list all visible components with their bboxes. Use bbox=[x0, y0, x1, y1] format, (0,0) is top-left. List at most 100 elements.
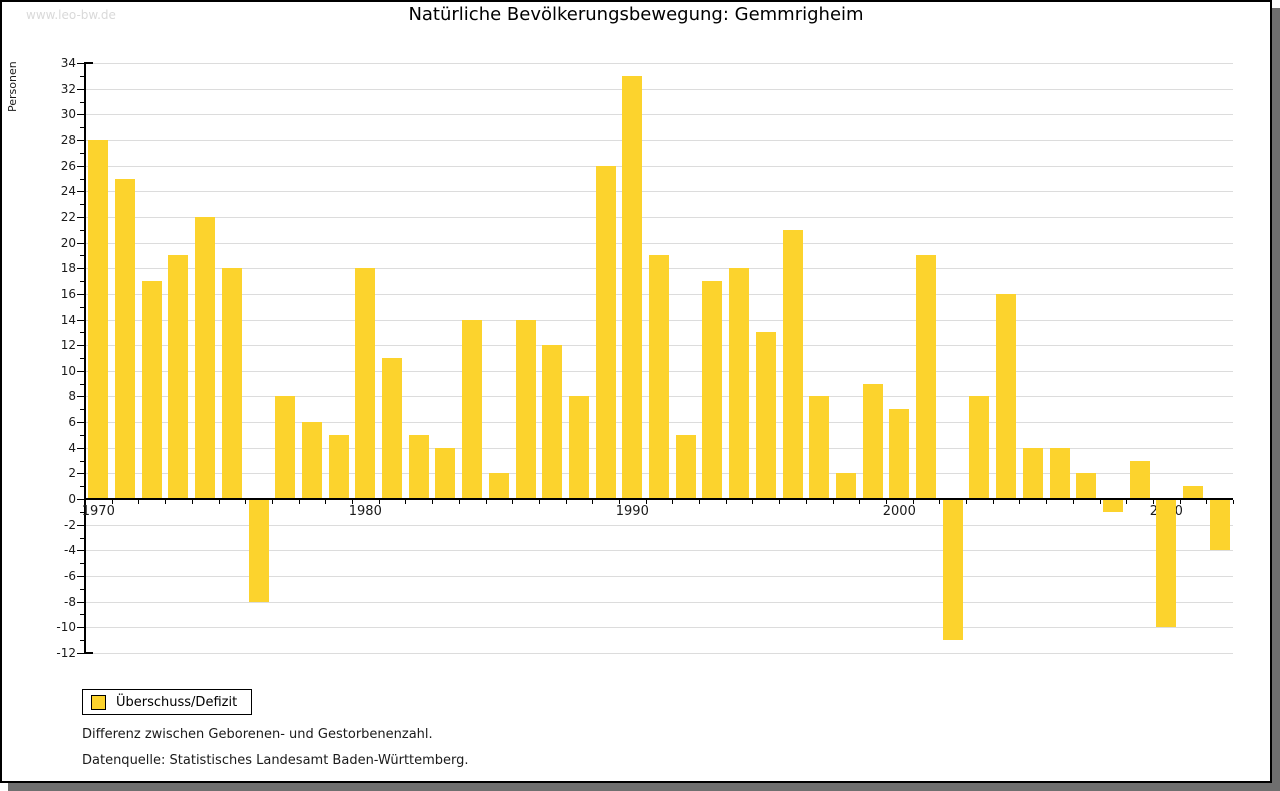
x-tick-27 bbox=[805, 500, 807, 504]
x-tick-26 bbox=[779, 500, 781, 504]
y-tick-32 bbox=[77, 88, 84, 90]
legend: Überschuss/Defizit bbox=[82, 689, 252, 715]
y-tick-17 bbox=[80, 281, 84, 283]
y-tick-21 bbox=[80, 229, 84, 231]
y-tick-19 bbox=[80, 255, 84, 257]
x-tick-21 bbox=[645, 500, 647, 504]
y-tick-3 bbox=[80, 460, 84, 462]
y-tick--2 bbox=[77, 524, 84, 526]
bar-1974 bbox=[195, 217, 216, 498]
y-tick--10 bbox=[77, 627, 84, 629]
y-tick--9 bbox=[80, 614, 84, 616]
x-tick-3 bbox=[165, 500, 167, 504]
y-tick--7 bbox=[80, 588, 84, 590]
bar-1983 bbox=[435, 447, 456, 498]
bar-1996 bbox=[782, 229, 803, 498]
legend-label: Überschuss/Defizit bbox=[116, 694, 238, 710]
legend-swatch-icon bbox=[91, 694, 106, 710]
y-tick-30 bbox=[77, 114, 84, 116]
y-tick-label-22: 22 bbox=[60, 210, 76, 224]
y-tick-16 bbox=[77, 293, 84, 295]
y-tick-label-12: 12 bbox=[60, 338, 76, 353]
y-tick-28 bbox=[77, 140, 84, 141]
x-tick-6 bbox=[245, 500, 247, 504]
y-tick-label-24: 24 bbox=[60, 184, 76, 199]
y-tick-15 bbox=[80, 306, 84, 308]
gridline-20 bbox=[85, 242, 1233, 244]
y-tick-23 bbox=[80, 204, 84, 206]
x-tick-15 bbox=[485, 500, 487, 504]
x-tick-36 bbox=[1046, 500, 1048, 504]
y-tick-7 bbox=[80, 409, 84, 411]
y-tick-24 bbox=[77, 191, 84, 193]
y-tick-label--10: -10 bbox=[56, 620, 76, 635]
gridline--6 bbox=[85, 575, 1233, 577]
y-tick--1 bbox=[80, 511, 84, 513]
y-tick--4 bbox=[77, 550, 84, 552]
y-tick-25 bbox=[80, 178, 84, 180]
y-tick-label-18: 18 bbox=[60, 261, 76, 276]
x-tick-12 bbox=[405, 500, 407, 504]
x-axis-line bbox=[85, 498, 1233, 500]
y-tick-26 bbox=[77, 165, 84, 167]
gridline--10 bbox=[85, 627, 1233, 629]
bar-1998 bbox=[835, 473, 856, 498]
bar-1997 bbox=[809, 396, 830, 498]
bar-1992 bbox=[675, 434, 696, 498]
gridline-28 bbox=[85, 140, 1233, 141]
y-tick-label-34: 34 bbox=[60, 56, 76, 71]
y-tick-label-16: 16 bbox=[60, 286, 76, 301]
x-tick-1 bbox=[111, 500, 113, 504]
bar-1993 bbox=[702, 281, 723, 498]
y-tick-0 bbox=[77, 499, 84, 500]
x-tick-label-1970: 1970 bbox=[81, 504, 115, 519]
y-tick-label-20: 20 bbox=[60, 235, 76, 250]
y-tick-label-26: 26 bbox=[60, 158, 76, 173]
y-tick-label-14: 14 bbox=[60, 312, 76, 327]
y-tick-10 bbox=[77, 370, 84, 372]
x-tick-16 bbox=[512, 500, 514, 504]
y-tick-label--6: -6 bbox=[64, 568, 76, 583]
bar-2003 bbox=[969, 396, 990, 498]
y-tick-label--8: -8 bbox=[64, 594, 76, 609]
x-tick-31 bbox=[912, 500, 914, 504]
x-tick-25 bbox=[752, 500, 754, 504]
y-tick-label-30: 30 bbox=[60, 107, 76, 122]
bar-1984 bbox=[462, 319, 483, 498]
bar-1973 bbox=[168, 255, 189, 498]
x-tick-9 bbox=[325, 500, 327, 504]
y-tick-label-28: 28 bbox=[60, 133, 76, 147]
bar-2006 bbox=[1049, 447, 1070, 498]
bar-1970 bbox=[88, 140, 109, 498]
x-tick-28 bbox=[832, 500, 834, 504]
x-tick-41 bbox=[1179, 500, 1181, 504]
y-tick-13 bbox=[80, 332, 84, 334]
bar-1986 bbox=[515, 319, 536, 498]
y-tick-27 bbox=[80, 152, 84, 154]
bar-2011 bbox=[1183, 486, 1203, 498]
y-tick-22 bbox=[77, 217, 84, 218]
chart-title: Natürliche Bevölkerungsbewegung: Gemmrig… bbox=[408, 4, 864, 25]
y-tick--3 bbox=[80, 537, 84, 539]
bar-2002 bbox=[942, 500, 963, 640]
y-tick--8 bbox=[77, 601, 84, 603]
bar-2000 bbox=[889, 409, 910, 498]
y-axis-line bbox=[84, 62, 86, 654]
bar-2012 bbox=[1209, 500, 1230, 551]
y-tick-label-4: 4 bbox=[68, 440, 76, 455]
y-tick--12 bbox=[77, 652, 84, 654]
bar-2008 bbox=[1102, 500, 1123, 512]
x-tick-14 bbox=[458, 500, 460, 504]
x-tick-4 bbox=[191, 500, 193, 504]
x-tick-23 bbox=[699, 500, 700, 504]
bar-1985 bbox=[488, 473, 509, 498]
y-tick-label--2: -2 bbox=[64, 517, 76, 532]
gridline-24 bbox=[85, 191, 1233, 193]
x-tick-7 bbox=[271, 500, 273, 504]
y-tick-label-10: 10 bbox=[60, 363, 76, 378]
bar-2007 bbox=[1076, 473, 1097, 498]
y-tick-34 bbox=[77, 63, 84, 65]
footnote-definition: Differenz zwischen Geborenen- und Gestor… bbox=[82, 727, 433, 742]
bar-1995 bbox=[755, 332, 776, 498]
